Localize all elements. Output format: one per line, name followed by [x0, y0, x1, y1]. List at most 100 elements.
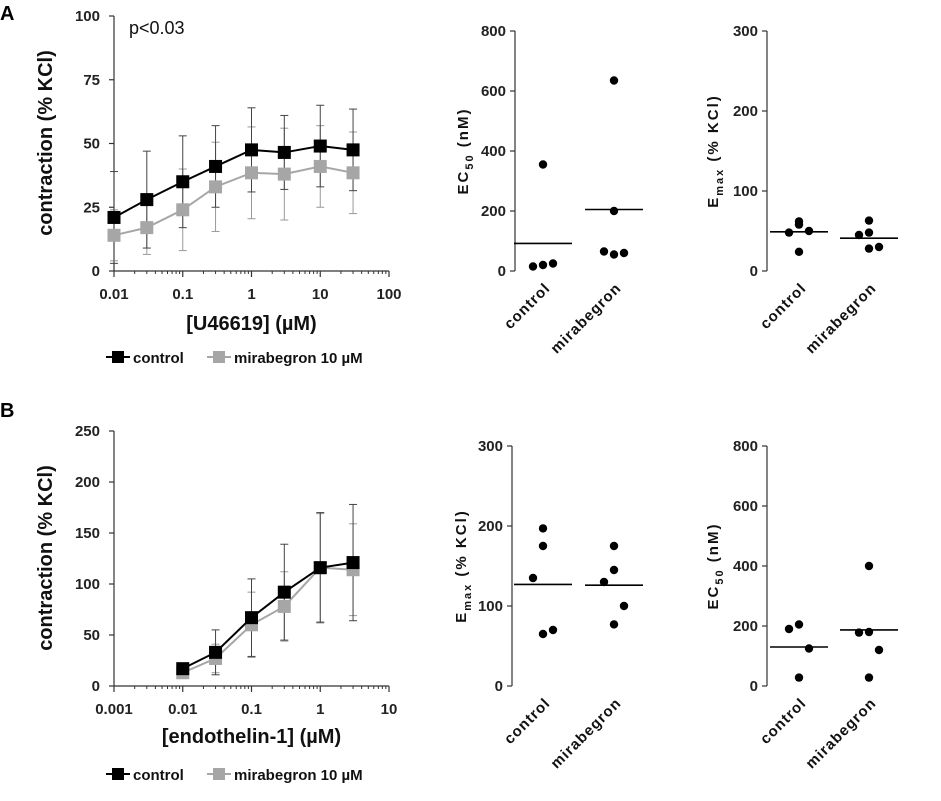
y-tick-label: 600	[733, 498, 758, 515]
data-point-control	[209, 645, 223, 659]
y-axis-label-rest: (nM)	[455, 108, 472, 154]
y-axis-label: EC50 (nM)	[705, 523, 726, 610]
data-point-control	[245, 611, 258, 625]
y-tick-label: 400	[733, 558, 758, 575]
data-point-control	[209, 159, 223, 173]
y-tick-label: 200	[733, 618, 758, 635]
x-tick-label: 10	[381, 701, 398, 718]
category-label-control: control	[501, 695, 554, 748]
data-point-mirabegron	[609, 620, 619, 629]
data-point-mirabegron	[346, 166, 360, 180]
y-tick-label: 0	[92, 263, 100, 280]
y-tick-label: 800	[733, 438, 758, 455]
y-axis-label: contraction (% KCl)	[35, 50, 57, 236]
category-label-control: control	[757, 695, 810, 748]
p-value-annotation: p<0.03	[129, 18, 185, 38]
data-point-control	[538, 260, 548, 270]
x-tick-label: 1	[316, 701, 324, 718]
y-axis-label-main: E	[705, 196, 722, 208]
y-tick-label: 50	[83, 627, 100, 644]
data-point-control	[176, 175, 190, 189]
data-point-mirabegron	[609, 206, 619, 216]
legend-label-control: control	[133, 350, 184, 367]
y-tick-label: 0	[495, 678, 503, 695]
data-point-mirabegron	[619, 248, 629, 258]
data-point-mirabegron	[107, 228, 121, 242]
y-axis-label-rest: (% KCl)	[453, 509, 470, 583]
y-tick-label: 250	[75, 423, 100, 440]
chart-b-concentration-response: 0 50 100 150 200 250 0.001 0.01 0.1 1 10 [endotheli…	[35, 423, 397, 784]
y-tick-label: 100	[733, 183, 758, 200]
y-tick-label: 75	[83, 72, 100, 89]
legend-marker-mirabegron	[213, 351, 225, 363]
x-tick-label: 100	[376, 286, 401, 303]
data-point-mirabegron	[864, 561, 874, 571]
data-point-control	[528, 573, 538, 583]
data-point-mirabegron	[609, 541, 619, 551]
category-label-mirabegron: mirabegron	[802, 280, 879, 357]
x-tick-label: 0.01	[99, 286, 128, 303]
legend-label-mirabegron: mirabegron 10 µM	[234, 767, 363, 784]
data-point-mirabegron	[864, 244, 874, 253]
data-point-control	[277, 585, 291, 599]
legend-marker-control	[112, 351, 124, 363]
y-tick-label: 400	[481, 143, 506, 160]
data-point-mirabegron	[599, 247, 609, 256]
y-axis-label-main: E	[453, 611, 470, 623]
x-tick-label: 0.01	[168, 701, 197, 718]
data-point-control	[176, 662, 190, 676]
x-tick-label: 0.001	[95, 701, 133, 718]
y-tick-label: 800	[481, 23, 506, 40]
y-axis-label: Emax (% KCl)	[453, 509, 474, 623]
data-point-mirabegron	[864, 673, 874, 682]
y-tick-label: 150	[75, 525, 100, 542]
x-axis-label: [U46619] (µM)	[186, 313, 316, 335]
panel-letter-a: A	[0, 3, 14, 25]
y-tick-label: 300	[733, 23, 758, 40]
data-point-mirabegron	[609, 250, 619, 259]
y-tick-label: 0	[498, 263, 506, 280]
y-tick-label: 0	[750, 678, 758, 695]
legend-marker-mirabegron	[213, 768, 225, 780]
category-label-mirabegron: mirabegron	[547, 280, 624, 357]
data-point-mirabegron	[209, 180, 223, 194]
legend-marker-control	[112, 768, 124, 780]
data-point-control	[804, 644, 814, 653]
x-tick-label: 1	[247, 286, 255, 303]
legend-label-mirabegron: mirabegron 10 µM	[234, 350, 363, 367]
y-axis-label-rest: (% KCl)	[705, 94, 722, 168]
data-point-mirabegron	[140, 221, 154, 235]
x-tick-label: 10	[312, 286, 329, 303]
panel-letter-b: B	[0, 400, 14, 422]
data-point-control	[313, 139, 327, 153]
data-point-mirabegron	[864, 216, 874, 225]
data-point-control	[548, 625, 558, 635]
y-axis-label-subscript: 50	[464, 153, 476, 169]
data-point-control	[538, 524, 548, 533]
data-point-mirabegron	[176, 203, 190, 217]
y-tick-label: 600	[481, 83, 506, 100]
data-point-control	[538, 541, 548, 551]
data-point-control	[528, 262, 538, 271]
y-axis-label-subscript: max	[714, 168, 726, 196]
data-point-mirabegron	[864, 627, 874, 637]
data-point-control	[538, 629, 548, 639]
data-point-control	[245, 143, 258, 157]
y-axis-label-subscript: 50	[714, 568, 726, 584]
y-tick-label: 0	[750, 263, 758, 280]
y-tick-label: 200	[478, 518, 503, 535]
y-tick-label: 25	[83, 199, 100, 216]
data-point-mirabegron	[609, 76, 619, 85]
category-label-control: control	[757, 280, 810, 333]
data-point-control	[107, 210, 121, 224]
data-point-mirabegron	[599, 577, 609, 587]
x-tick-label: 0.1	[172, 286, 193, 303]
data-point-control	[277, 145, 291, 159]
data-point-control	[313, 561, 327, 575]
y-axis-label-subscript: max	[462, 583, 474, 611]
y-tick-label: 50	[83, 136, 100, 153]
